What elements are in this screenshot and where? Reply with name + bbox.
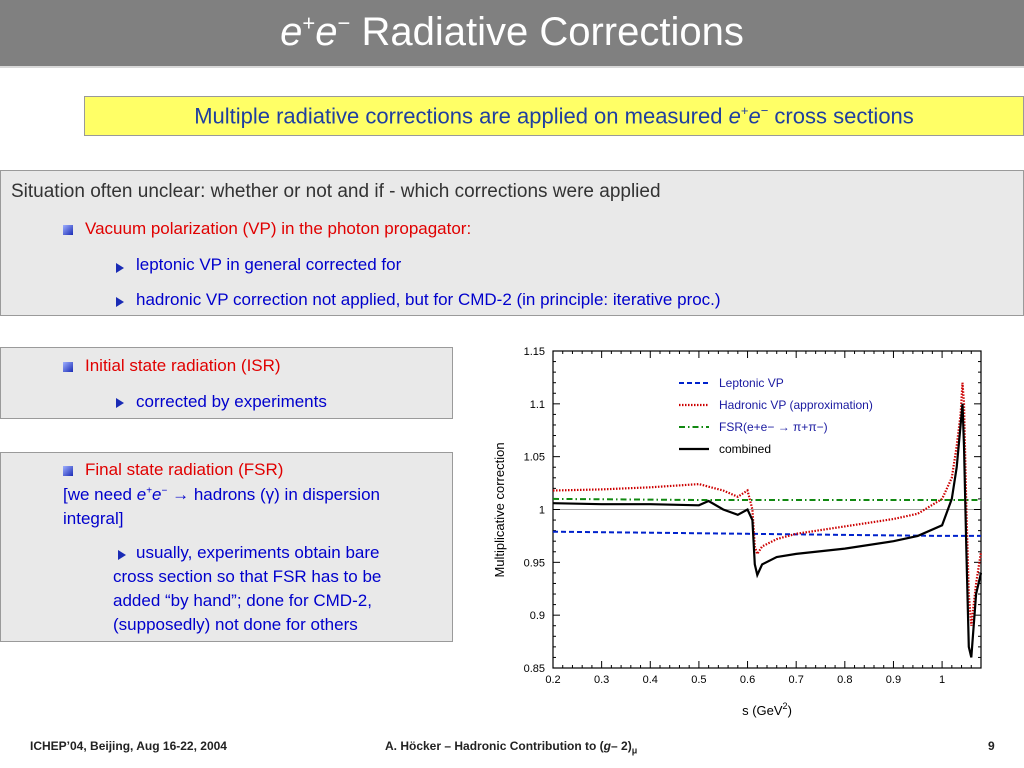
fsr-sub-line: cross section so that FSR has to be bbox=[113, 567, 382, 586]
x-tick-label: 0.7 bbox=[789, 674, 804, 686]
fsr-sup2: − bbox=[161, 485, 168, 497]
y-tick-label: 1.05 bbox=[524, 452, 545, 464]
page-number: 9 bbox=[988, 739, 995, 753]
fsr-box: Final state radiation (FSR) [we need e+e… bbox=[0, 452, 453, 642]
title-bar: e+e− Radiative Corrections bbox=[0, 0, 1024, 68]
triangle-bullet-icon bbox=[116, 398, 124, 408]
series-line-0 bbox=[552, 530, 981, 537]
y-tick-label: 0.95 bbox=[524, 557, 545, 569]
subtitle-banner: Multiple radiative corrections are appli… bbox=[84, 96, 1024, 136]
x-tick-label: 0.2 bbox=[545, 674, 560, 686]
footer-mu: μ bbox=[631, 745, 638, 756]
square-bullet-icon bbox=[63, 362, 73, 372]
x-axis-label-end: ) bbox=[788, 703, 792, 718]
subtitle-e2: e bbox=[748, 103, 761, 129]
vp-item: Vacuum polarization (VP) in the photon p… bbox=[85, 219, 472, 238]
fsr-sub-line: usually, experiments obtain bare bbox=[136, 543, 380, 562]
legend-label: Leptonic VP bbox=[719, 376, 784, 390]
title-particle-2: e bbox=[315, 10, 338, 54]
fsr-gamma: γ bbox=[265, 485, 275, 504]
leptonic-vp-item: leptonic VP in general corrected for bbox=[136, 255, 402, 274]
x-tick-label: 1 bbox=[939, 674, 945, 686]
isr-item: Initial state radiation (ISR) bbox=[85, 356, 281, 375]
y-tick-label: 0.85 bbox=[524, 663, 545, 675]
series-line-1 bbox=[552, 382, 983, 626]
legend-label: combined bbox=[719, 442, 771, 456]
situation-heading: Situation often unclear: whether or not … bbox=[11, 181, 661, 202]
y-tick-label: 0.9 bbox=[530, 610, 545, 622]
fsr-sub-line: added “by hand”; done for CMD-2, bbox=[113, 591, 372, 610]
correction-chart: 0.2 0.3 0.4 0.5 0.6 0.7 0.8 0.9 1 0.85 0.9 0.95 1 1.0… bbox=[492, 346, 983, 718]
title-sup-plus: + bbox=[302, 10, 316, 36]
x-tick-label: 0.5 bbox=[691, 674, 706, 686]
slide-title: e+e− Radiative Corrections bbox=[0, 10, 1024, 55]
fsr-bracket-mid: hadrons ( bbox=[193, 485, 266, 504]
series-line-2 bbox=[552, 497, 981, 501]
fsr-sub-line: (supposedly) not done for others bbox=[113, 615, 358, 634]
x-tick-label: 0.8 bbox=[837, 674, 852, 686]
legend-label: Hadronic VP (approximation) bbox=[719, 398, 873, 412]
footer-g: g bbox=[603, 739, 612, 753]
fsr-bracket-line-1: [we need e+e− → hadrons (γ) in dispersio… bbox=[63, 485, 380, 505]
subtitle-text: Multiple radiative corrections are appli… bbox=[85, 103, 1023, 129]
x-tick-label: 0.6 bbox=[740, 674, 755, 686]
title-sup-minus: − bbox=[337, 10, 351, 36]
arrow-icon: → bbox=[172, 485, 190, 504]
isr-box: Initial state radiation (ISR) corrected … bbox=[0, 347, 453, 419]
fsr-bracket-prefix: [we need bbox=[63, 485, 132, 504]
title-text: Radiative Corrections bbox=[361, 10, 744, 54]
fsr-e1: e bbox=[136, 485, 147, 504]
y-axis-label: Multiplicative correction bbox=[492, 442, 507, 577]
hadronic-vp-item: hadronic VP correction not applied, but … bbox=[136, 290, 721, 309]
x-axis-label: s (GeV2) bbox=[742, 701, 792, 718]
situation-box: Situation often unclear: whether or not … bbox=[0, 170, 1024, 316]
square-bullet-icon bbox=[63, 225, 73, 235]
subtitle-sup2: − bbox=[760, 103, 769, 118]
x-tick-label: 0.9 bbox=[886, 674, 901, 686]
triangle-bullet-icon bbox=[118, 550, 126, 560]
triangle-bullet-icon bbox=[116, 263, 124, 273]
y-tick-label: 1.15 bbox=[524, 346, 545, 358]
subtitle-sup1: + bbox=[740, 103, 749, 118]
subtitle-e1: e bbox=[728, 103, 741, 129]
x-axis-label-sup: 2 bbox=[783, 701, 788, 711]
title-particle: e bbox=[280, 10, 303, 54]
fsr-e2: e bbox=[152, 485, 162, 504]
legend-label: FSR(e+e− → π+π−) bbox=[719, 420, 828, 434]
square-bullet-icon bbox=[63, 466, 73, 476]
subtitle-prefix: Multiple radiative corrections are appli… bbox=[194, 103, 723, 129]
footer-center: A. Höcker – Hadronic Contribution to (g–… bbox=[385, 739, 637, 755]
fsr-bracket-suffix: ) in dispersion bbox=[274, 485, 380, 504]
footer-center-text: A. Höcker – Hadronic Contribution to ( bbox=[385, 739, 604, 753]
footer-center-mid: – 2) bbox=[611, 739, 632, 753]
series-line-3 bbox=[552, 403, 983, 658]
x-tick-label: 0.3 bbox=[594, 674, 609, 686]
y-tick-label: 1.1 bbox=[530, 399, 545, 411]
isr-sub-item: corrected by experiments bbox=[136, 392, 327, 411]
triangle-bullet-icon bbox=[116, 297, 124, 307]
fsr-sup1: + bbox=[146, 485, 153, 497]
x-axis-label-text: s (GeV bbox=[742, 703, 783, 718]
x-tick-label: 0.4 bbox=[643, 674, 658, 686]
fsr-bracket-line-2: integral] bbox=[63, 509, 124, 528]
footer-left: ICHEP’04, Beijing, Aug 16-22, 2004 bbox=[30, 739, 227, 753]
subtitle-suffix: cross sections bbox=[774, 103, 914, 129]
y-tick-label: 1 bbox=[539, 505, 545, 517]
fsr-item: Final state radiation (FSR) bbox=[85, 460, 284, 479]
